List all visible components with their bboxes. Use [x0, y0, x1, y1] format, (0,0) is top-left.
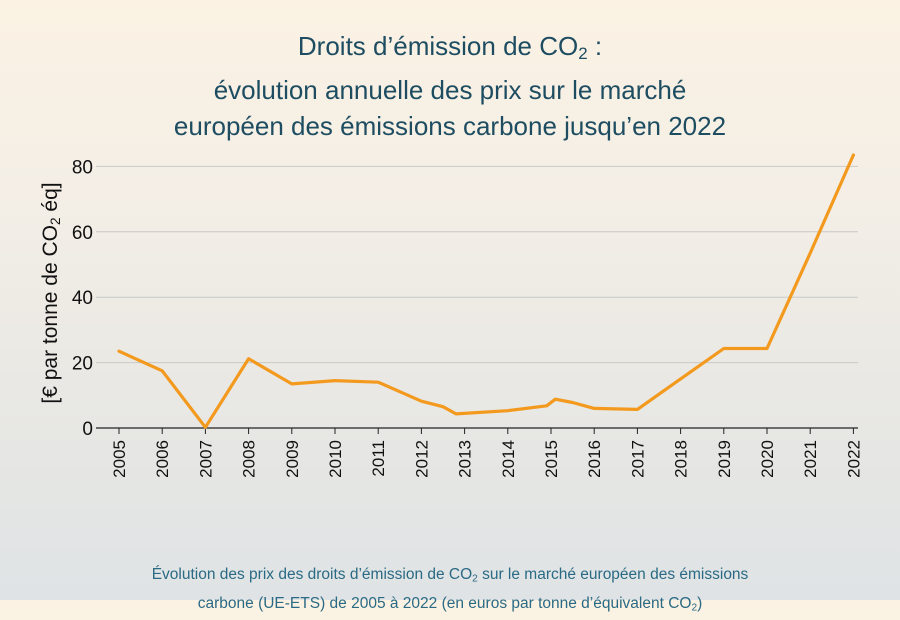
y-tick-label: 40 — [72, 288, 93, 309]
caption-line-2: carbone (UE-ETS) de 2005 à 2022 (en euro… — [197, 594, 703, 614]
chart-caption: Évolution des prix des droits d’émission… — [0, 563, 900, 620]
price-series-line — [117, 153, 856, 429]
x-tick-label: 2016 — [585, 440, 604, 478]
x-tick-label: 2012 — [412, 440, 431, 478]
title-line-3: européen des émissions carbone jusqu’en … — [173, 111, 727, 142]
y-tick-label: 60 — [72, 223, 93, 244]
y-tick-label: 80 — [72, 157, 93, 178]
x-tick-label: 2018 — [672, 440, 691, 478]
x-tick-label: 2010 — [326, 440, 345, 478]
line-chart: 0 20 40 60 80 2005 2006 2007 2008 2009 2010 2011 201… — [72, 153, 863, 478]
x-tick-label: 2017 — [628, 440, 647, 478]
x-tick-label: 2007 — [196, 440, 215, 478]
x-tick-label: 2020 — [758, 440, 777, 478]
x-tick-label: 2009 — [283, 440, 302, 478]
x-tick-label: 2022 — [844, 440, 863, 478]
x-tick-label: 2008 — [240, 440, 259, 478]
caption-line-1: Évolution des prix des droits d’émission… — [151, 566, 749, 585]
x-tick-label: 2019 — [715, 440, 734, 478]
x-tick-label: 2013 — [456, 440, 475, 478]
x-tick-label: 2014 — [499, 440, 518, 478]
x-tick-label: 2006 — [153, 440, 172, 478]
x-tick-label: 2011 — [369, 440, 388, 477]
x-tick-label: 2021 — [801, 440, 820, 478]
y-tick-label: 20 — [72, 354, 93, 375]
title-line-2: évolution annuelle des prix sur le march… — [213, 75, 687, 106]
x-tick-label: 2005 — [110, 440, 129, 478]
chart-title: Droits d’émission de CO2 : évolution ann… — [0, 28, 900, 144]
y-tick-label: 0 — [82, 419, 93, 440]
title-line-1: Droits d’émission de CO2 : — [297, 31, 603, 64]
x-tick-label: 2015 — [542, 440, 561, 478]
